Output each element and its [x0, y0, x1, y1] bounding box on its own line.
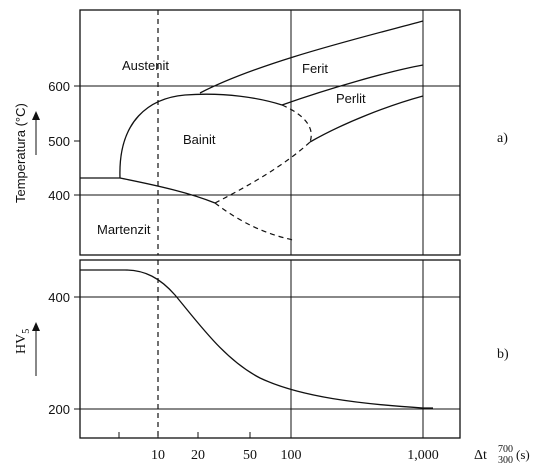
ytick-hv400: 400: [48, 290, 70, 305]
panel-a-tag: a): [497, 131, 508, 146]
dashed-bainite-finish: [214, 141, 311, 204]
ytick-hv200: 200: [48, 402, 70, 417]
panel-b-tag: b): [497, 347, 509, 362]
ytick-500: 500: [48, 134, 70, 149]
dashed-ms-extension: [214, 202, 294, 241]
panel-a: 600 500 400 Temperatura (°C) Austenit Fe…: [13, 9, 508, 256]
xtick-20: 20: [191, 448, 205, 463]
region-label-perlit: Perlit: [336, 91, 366, 106]
ytick-400: 400: [48, 188, 70, 203]
xtick-1000: 1,000: [407, 448, 439, 463]
region-label-bainit: Bainit: [183, 132, 216, 147]
ylabel-b-arrow-head: [32, 322, 40, 331]
ylabel-a-arrow-head: [32, 111, 40, 120]
pearlite-finish-curve: [309, 95, 424, 143]
ferrite-start-curve: [199, 20, 424, 94]
panel-b: 400 200 HV5 b): [14, 259, 509, 439]
xlabel-unit: (s): [516, 447, 530, 462]
panel-b-ylabel-sub: 5: [21, 329, 32, 334]
region-label-austenit: Austenit: [122, 58, 169, 73]
panel-b-frame: [79, 259, 461, 439]
martensite-start-line: [80, 177, 216, 204]
region-label-ferit: Ferit: [302, 61, 328, 76]
pearlite-start-curve: [281, 64, 424, 106]
panel-b-ylabel-main: HV: [14, 334, 29, 354]
region-label-martenzit: Martenzit: [97, 222, 151, 237]
ytick-600: 600: [48, 79, 70, 94]
xlabel-main: Δt: [474, 448, 487, 463]
panel-b-ylabel: HV5: [14, 329, 32, 354]
panel-a-ylabel: Temperatura (°C): [13, 103, 28, 203]
xlabel-sup: 700: [498, 444, 513, 455]
panel-a-frame: [79, 9, 461, 256]
x-axis: 10 20 50 100 1,000 Δt 700 300 (s): [118, 432, 530, 466]
xtick-10: 10: [151, 448, 165, 463]
xlabel-sub: 300: [498, 455, 513, 466]
hardness-curve: [80, 269, 433, 409]
xtick-50: 50: [243, 448, 257, 463]
bainite-start-curve: [119, 93, 283, 179]
xtick-100: 100: [281, 448, 302, 463]
dashed-nose-extension: [281, 104, 312, 143]
